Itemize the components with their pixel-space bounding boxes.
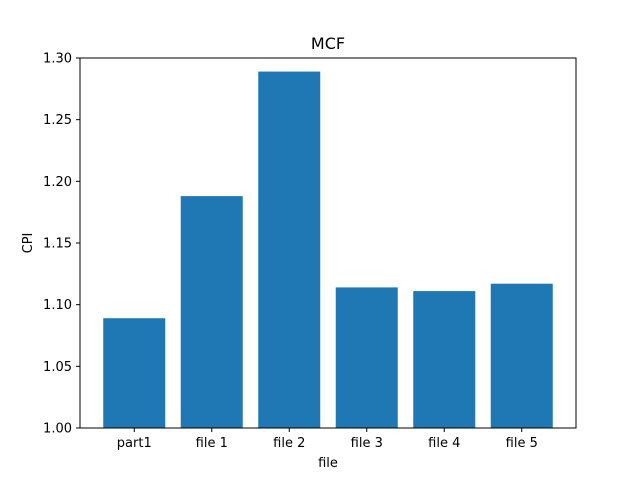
y-axis-label: CPI [21, 233, 36, 254]
x-tick-label: file 5 [506, 436, 538, 451]
y-tick-label: 1.25 [43, 113, 72, 128]
y-tick-label: 1.05 [43, 360, 72, 375]
chart-title: MCF [311, 34, 345, 53]
x-tick-label: part1 [117, 436, 152, 451]
y-tick-label: 1.15 [43, 237, 72, 252]
bar-file-2 [258, 71, 321, 429]
x-axis-label: file [318, 456, 338, 471]
y-tick-label: 1.00 [43, 422, 72, 437]
x-tick-label: file 3 [351, 436, 383, 451]
y-tick-label: 1.20 [43, 175, 72, 190]
bar-part1 [103, 318, 166, 428]
bar-file-1 [180, 196, 243, 428]
y-axis: 1.00 1.05 1.10 1.15 1.20 1.25 1.30 [43, 52, 80, 437]
bar-file-5 [490, 283, 553, 428]
plot-frame [79, 57, 577, 429]
x-tick-label: file 4 [428, 436, 460, 451]
bar-file-3 [335, 287, 398, 428]
x-tick-label: file 2 [273, 436, 305, 451]
y-tick-label: 1.30 [43, 52, 72, 67]
bar-file-4 [413, 291, 476, 428]
bars-group [103, 71, 553, 429]
x-tick-label: file 1 [196, 436, 228, 451]
y-tick-label: 1.10 [43, 298, 72, 313]
x-axis: part1 file 1 file 2 file 3 file 4 file 5 [117, 428, 538, 451]
